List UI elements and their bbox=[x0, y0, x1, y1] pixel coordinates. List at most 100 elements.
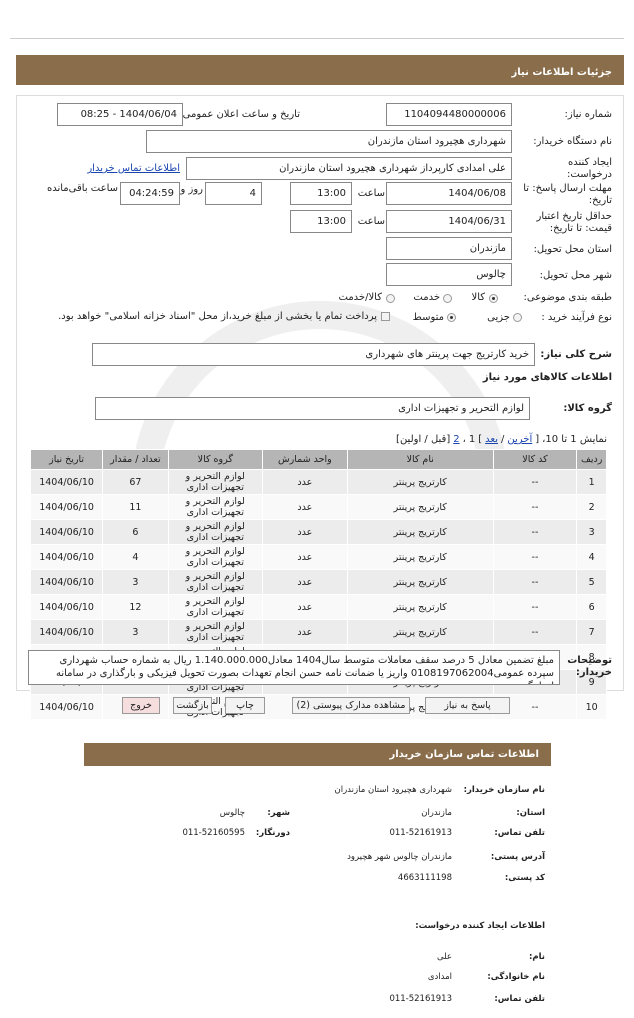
label: ساعت باقی‌مانده bbox=[46, 183, 118, 194]
button[interactable]: پاسخ به نیاز bbox=[425, 697, 510, 714]
option-label: خدمت bbox=[413, 292, 440, 303]
section-header: جزئیات اطلاعات نیاز bbox=[16, 55, 624, 85]
label: نام سازمان خریدار: bbox=[463, 785, 545, 795]
radio[interactable] bbox=[447, 313, 456, 322]
table-cell: عدد bbox=[261, 469, 348, 495]
label: گروه کالا: bbox=[563, 403, 612, 414]
table-cell: 4 bbox=[576, 544, 607, 570]
button[interactable]: چاپ bbox=[225, 697, 265, 714]
page-link[interactable]: بعد bbox=[485, 434, 498, 445]
table-cell: 67 bbox=[102, 469, 169, 495]
table-cell: لوازم التحریر و تجهیزات اداری bbox=[167, 569, 263, 595]
page-link[interactable]: 2 bbox=[453, 434, 460, 445]
table-cell: عدد bbox=[261, 519, 348, 545]
table-cell: -- bbox=[492, 494, 578, 520]
value: شهرداری هچیرود استان مازندران bbox=[334, 785, 452, 795]
table-cell: لوازم التحریر و تجهیزات اداری bbox=[167, 544, 263, 570]
value: 011-52161913 bbox=[389, 994, 452, 1004]
value: مازندران bbox=[421, 808, 452, 818]
page-link[interactable]: آخرین bbox=[507, 434, 533, 445]
page-text: ] bbox=[478, 434, 483, 445]
table-cell: عدد bbox=[261, 594, 348, 620]
table-row: 1 -- کارتریج پرینتر عدد لوازم التحریر و تجهی… bbox=[29, 469, 607, 495]
label: ساعت bbox=[357, 188, 385, 199]
label: نام دستگاه خریدار: bbox=[533, 136, 612, 147]
field: 1404/06/08 bbox=[386, 182, 512, 205]
table-row: 6 -- کارتریج پرینتر عدد لوازم التحریر و تجهی… bbox=[29, 594, 607, 620]
label: ساعت bbox=[357, 216, 385, 227]
label: حداقل تاریخ اعتبار قیمت: تا تاریخ: bbox=[536, 211, 612, 234]
column-header: تاریخ نیاز bbox=[29, 449, 104, 470]
table-cell: لوازم التحریر و تجهیزات اداری bbox=[167, 494, 263, 520]
value: مازندران چالوس شهر هچیرود bbox=[347, 852, 452, 862]
field: 13:00 bbox=[290, 182, 352, 205]
radio[interactable] bbox=[443, 294, 452, 303]
table-cell: 11 bbox=[102, 494, 169, 520]
table-cell: 7 bbox=[576, 619, 607, 645]
table-cell: 1 bbox=[576, 469, 607, 495]
label: تاریخ و ساعت اعلان عمومی: bbox=[179, 109, 300, 120]
radio[interactable] bbox=[386, 294, 395, 303]
field: 1104094480000006 bbox=[386, 103, 512, 126]
field: لوازم التحریر و تجهیزات اداری bbox=[95, 397, 530, 420]
table-cell: 1404/06/10 bbox=[29, 619, 104, 645]
label: ایجاد کننده درخواست: bbox=[567, 157, 612, 180]
section-header: اطلاعات تماس سازمان خریدار bbox=[84, 743, 551, 766]
field: خرید کارتریج جهت پرینتر های شهرداری bbox=[92, 343, 535, 366]
table-cell: 3 bbox=[102, 619, 169, 645]
column-header: تعداد / مقدار bbox=[102, 449, 169, 470]
option-label: کالا/خدمت bbox=[338, 292, 383, 303]
contact-link[interactable]: اطلاعات تماس خریدار bbox=[87, 163, 180, 174]
table-row: 2 -- کارتریج پرینتر عدد لوازم التحریر و تجهی… bbox=[29, 494, 607, 520]
table-cell: کارتریج پرینتر bbox=[346, 594, 494, 620]
column-header: نام کالا bbox=[346, 449, 494, 470]
table-cell: کارتریج پرینتر bbox=[346, 619, 494, 645]
value: 4663111198 bbox=[397, 873, 452, 883]
value: امدادی bbox=[427, 972, 452, 982]
label: استان: bbox=[516, 808, 545, 818]
label: نوع فرآیند خرید : bbox=[541, 312, 612, 323]
table-row: 5 -- کارتریج پرینتر عدد لوازم التحریر و تجهی… bbox=[29, 569, 607, 595]
table-cell: عدد bbox=[261, 544, 348, 570]
label: شهر: bbox=[267, 808, 290, 818]
table-cell: 6 bbox=[102, 519, 169, 545]
label: شهر محل تحویل: bbox=[539, 270, 612, 281]
button[interactable]: خروج bbox=[122, 697, 160, 714]
table-cell: 1404/06/10 bbox=[29, 594, 104, 620]
table-cell: -- bbox=[492, 619, 578, 645]
label: روز و bbox=[180, 184, 204, 195]
value: 011-52161913 bbox=[389, 828, 452, 838]
column-header: واحد شمارش bbox=[261, 449, 348, 470]
label: توضیحات خریدار: bbox=[567, 655, 612, 678]
checkbox[interactable] bbox=[381, 312, 390, 321]
table-cell: لوازم التحریر و تجهیزات اداری bbox=[167, 519, 263, 545]
pagination: نمایش 1 تا 10،[آخرین/بعد] 2 ، 1 [قبل / اولین… bbox=[393, 434, 607, 446]
table-cell: -- bbox=[492, 594, 578, 620]
field: 1404/06/04 - 08:25 bbox=[57, 103, 183, 126]
radio[interactable] bbox=[489, 294, 498, 303]
button[interactable]: بازگشت bbox=[173, 697, 212, 714]
table-row: 7 -- کارتریج پرینتر عدد لوازم التحریر و تجهی… bbox=[29, 619, 607, 645]
table-cell: کارتریج پرینتر bbox=[346, 519, 494, 545]
page-text: [ bbox=[535, 434, 540, 445]
label: آدرس پستی: bbox=[490, 852, 545, 862]
table-cell: عدد bbox=[261, 619, 348, 645]
table-cell: 1404/06/10 bbox=[29, 469, 104, 495]
field: مازندران bbox=[386, 237, 512, 260]
table-cell: 1404/06/10 bbox=[29, 519, 104, 545]
column-header: ردیف bbox=[576, 449, 607, 470]
table-cell: 4 bbox=[102, 544, 169, 570]
top-rule bbox=[10, 38, 624, 39]
radio[interactable] bbox=[513, 313, 522, 322]
label: نام: bbox=[528, 952, 545, 962]
label: شرح کلی نیاز: bbox=[540, 349, 612, 360]
field: 04:24:59 bbox=[120, 182, 180, 205]
button[interactable]: مشاهده مدارک پیوستی (2) bbox=[292, 697, 410, 714]
field: چالوس bbox=[386, 263, 512, 286]
label: استان محل تحویل: bbox=[533, 244, 612, 255]
table-cell: -- bbox=[492, 469, 578, 495]
table-cell: -- bbox=[492, 544, 578, 570]
label: تلفن تماس: bbox=[494, 994, 545, 1004]
table-cell: 12 bbox=[102, 594, 169, 620]
